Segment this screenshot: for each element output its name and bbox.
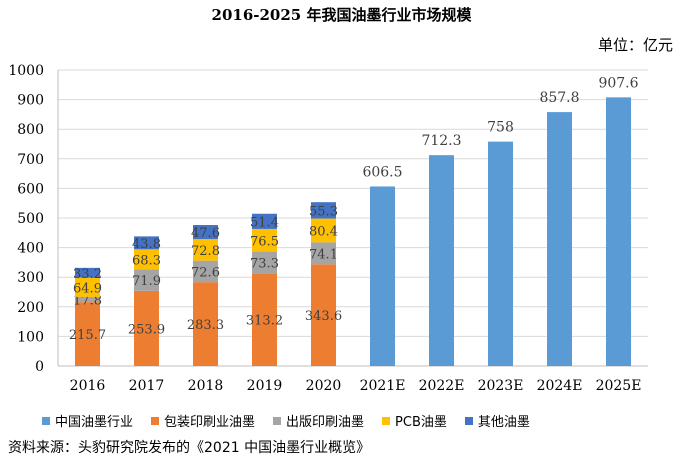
y-tick-label: 0 (35, 359, 44, 375)
x-tick-label: 2017 (129, 378, 165, 394)
bar-segment (134, 249, 159, 270)
data-label: 215.7 (69, 328, 106, 343)
x-tick-label: 2023E (478, 378, 524, 394)
x-tick-label: 2016 (70, 378, 106, 394)
data-label: 73.3 (250, 256, 279, 271)
bar-segment (252, 213, 277, 229)
x-tick-label: 2018 (188, 378, 224, 394)
bar-segment (311, 264, 336, 366)
x-tick-label: 2020 (306, 378, 342, 394)
legend-item: 出版印刷油墨 (273, 411, 364, 430)
data-label: 68.3 (132, 253, 161, 268)
legend-label: 其他油墨 (477, 415, 530, 430)
source-note: 资料来源：头豹研究院发布的《2021 中国油墨行业概览》 (8, 440, 371, 456)
legend-label: 包装印刷业油墨 (164, 415, 256, 430)
data-label: 283.3 (187, 318, 224, 333)
y-tick-label: 1000 (8, 63, 44, 79)
legend-item: 包装印刷业油墨 (151, 411, 255, 430)
bar-segment (311, 218, 336, 243)
bar-segment (134, 290, 159, 366)
data-label: 72.6 (191, 265, 220, 280)
y-tick-label: 900 (17, 93, 44, 109)
bar (370, 186, 395, 366)
legend-swatch (273, 416, 282, 425)
data-label: 857.8 (539, 90, 579, 106)
x-tick-label: 2019 (247, 378, 283, 394)
legend-swatch (464, 416, 473, 425)
data-label: 43.8 (132, 237, 161, 252)
data-label: 712.3 (421, 133, 461, 149)
y-tick-label: 800 (17, 122, 44, 138)
y-tick-label: 500 (17, 211, 44, 227)
data-label: 64.9 (73, 281, 102, 296)
x-tick-label: 2025E (596, 378, 642, 394)
data-label: 76.5 (250, 234, 279, 249)
legend-item: 中国油墨行业 (42, 411, 133, 430)
legend-label: PCB油墨 (395, 415, 447, 430)
legend-swatch (151, 416, 160, 425)
data-label: 47.6 (191, 226, 220, 241)
y-tick-label: 400 (17, 241, 44, 257)
data-label: 74.1 (309, 247, 338, 262)
data-label: 343.6 (305, 309, 342, 324)
bar-segment (193, 239, 218, 261)
y-tick-label: 600 (17, 181, 44, 197)
bar-segment (252, 273, 277, 366)
bar-segment (311, 242, 336, 265)
data-label: 17.8 (73, 294, 102, 309)
data-label: 71.9 (132, 274, 161, 289)
bar-segment (75, 277, 100, 297)
bar-segment (252, 228, 277, 252)
y-tick-label: 200 (17, 300, 44, 316)
bar-segment (134, 236, 159, 250)
legend-label: 出版印刷油墨 (286, 415, 365, 430)
data-label: 51.4 (250, 215, 279, 230)
bar (606, 97, 631, 366)
bar-segment (75, 302, 100, 366)
bar-segment (252, 251, 277, 274)
bar-segment (311, 202, 336, 219)
legend-item: 其他油墨 (464, 411, 530, 430)
bar-segment (193, 225, 218, 240)
bar-segment (193, 282, 218, 366)
data-label: 907.6 (598, 75, 638, 91)
y-tick-label: 300 (17, 270, 44, 286)
y-tick-label: 700 (17, 152, 44, 168)
legend-item: PCB油墨 (382, 411, 447, 430)
chart-title: 2016-2025 年我国油墨行业市场规模 (211, 6, 472, 24)
bar (488, 141, 513, 366)
data-label: 758 (487, 120, 514, 136)
bar-segment (75, 296, 100, 303)
bar-segment (134, 269, 159, 291)
data-label: 606.5 (362, 164, 402, 180)
bar-segment (75, 267, 100, 278)
data-label: 55.3 (309, 204, 338, 219)
data-label: 33.2 (73, 267, 102, 282)
legend-swatch (42, 416, 50, 425)
legend: 中国油墨行业 包装印刷业油墨 出版印刷油墨 PCB油墨 其他油墨 (42, 411, 642, 430)
bar (547, 112, 572, 366)
data-label: 253.9 (128, 322, 165, 337)
x-tick-label: 2022E (419, 378, 465, 394)
bar (429, 155, 454, 366)
data-label: 80.4 (309, 224, 338, 239)
bar-segment (193, 260, 218, 283)
y-tick-label: 100 (17, 329, 44, 345)
data-label: 313.2 (246, 314, 283, 329)
legend-swatch (382, 416, 391, 425)
legend-label: 中国油墨行业 (55, 415, 134, 430)
data-label: 72.8 (191, 244, 220, 259)
x-tick-label: 2021E (360, 378, 406, 394)
x-tick-label: 2024E (537, 378, 583, 394)
unit-label: 单位：亿元 (597, 36, 673, 54)
